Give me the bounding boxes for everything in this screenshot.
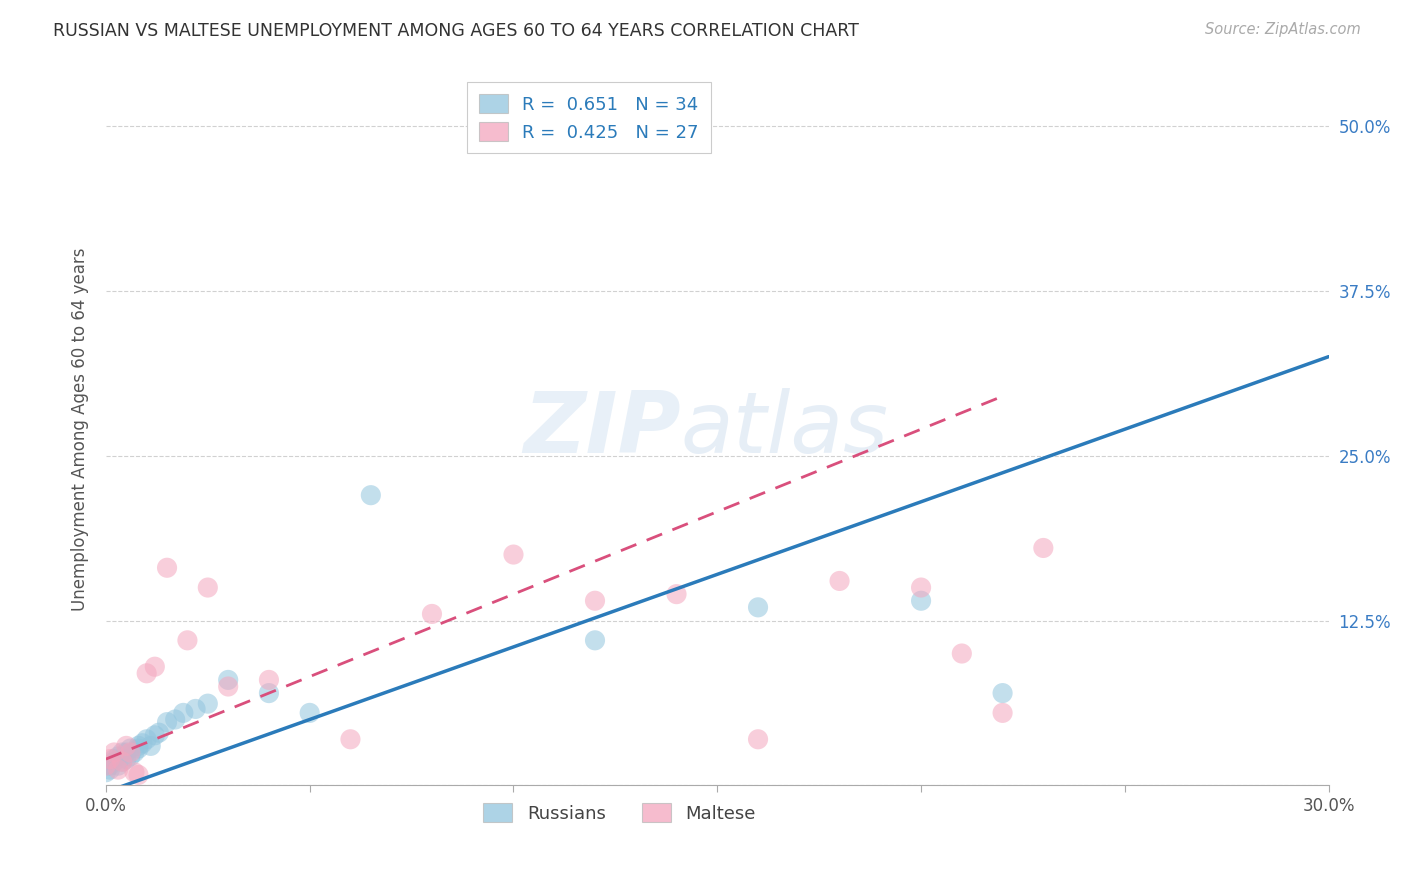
Point bbox=[115, 746, 138, 760]
Point bbox=[991, 686, 1014, 700]
Point bbox=[148, 725, 170, 739]
Point bbox=[128, 768, 150, 782]
Point bbox=[298, 706, 321, 720]
Point bbox=[120, 746, 142, 760]
Point bbox=[747, 732, 769, 747]
Point bbox=[107, 758, 129, 772]
Point bbox=[217, 680, 239, 694]
Point bbox=[339, 732, 361, 747]
Text: Source: ZipAtlas.com: Source: ZipAtlas.com bbox=[1205, 22, 1361, 37]
Point bbox=[176, 633, 198, 648]
Point bbox=[360, 488, 382, 502]
Point bbox=[111, 755, 134, 769]
Point bbox=[420, 607, 443, 621]
Point bbox=[197, 697, 219, 711]
Point bbox=[665, 587, 688, 601]
Point bbox=[502, 548, 524, 562]
Point bbox=[128, 739, 150, 753]
Point bbox=[98, 763, 121, 777]
Point bbox=[910, 593, 932, 607]
Point bbox=[143, 728, 166, 742]
Point bbox=[583, 593, 606, 607]
Point bbox=[98, 752, 121, 766]
Point bbox=[910, 581, 932, 595]
Point bbox=[1032, 541, 1054, 555]
Point bbox=[156, 715, 179, 730]
Text: ZIP: ZIP bbox=[523, 388, 681, 471]
Point bbox=[103, 752, 125, 766]
Point bbox=[184, 702, 207, 716]
Point bbox=[991, 706, 1014, 720]
Point bbox=[143, 659, 166, 673]
Point bbox=[197, 581, 219, 595]
Point bbox=[98, 758, 121, 772]
Point bbox=[124, 765, 146, 780]
Point bbox=[120, 741, 142, 756]
Point bbox=[950, 647, 973, 661]
Point bbox=[107, 763, 129, 777]
Point bbox=[111, 746, 134, 760]
Point bbox=[124, 746, 146, 760]
Point bbox=[135, 732, 157, 747]
Point bbox=[217, 673, 239, 687]
Point bbox=[103, 755, 125, 769]
Point bbox=[94, 758, 117, 772]
Point bbox=[828, 574, 851, 588]
Point bbox=[583, 633, 606, 648]
Point bbox=[128, 741, 150, 756]
Y-axis label: Unemployment Among Ages 60 to 64 years: Unemployment Among Ages 60 to 64 years bbox=[72, 247, 89, 611]
Point bbox=[172, 706, 194, 720]
Point bbox=[103, 746, 125, 760]
Point bbox=[165, 713, 187, 727]
Point bbox=[156, 560, 179, 574]
Text: RUSSIAN VS MALTESE UNEMPLOYMENT AMONG AGES 60 TO 64 YEARS CORRELATION CHART: RUSSIAN VS MALTESE UNEMPLOYMENT AMONG AG… bbox=[53, 22, 859, 40]
Point bbox=[111, 755, 134, 769]
Text: atlas: atlas bbox=[681, 388, 889, 471]
Point bbox=[139, 739, 162, 753]
Point bbox=[107, 749, 129, 764]
Point bbox=[135, 666, 157, 681]
Point bbox=[131, 736, 153, 750]
Point bbox=[257, 673, 280, 687]
Legend: Russians, Maltese: Russians, Maltese bbox=[477, 796, 762, 830]
Point bbox=[115, 739, 138, 753]
Point bbox=[120, 749, 142, 764]
Point bbox=[94, 765, 117, 780]
Point bbox=[257, 686, 280, 700]
Point bbox=[747, 600, 769, 615]
Point bbox=[115, 752, 138, 766]
